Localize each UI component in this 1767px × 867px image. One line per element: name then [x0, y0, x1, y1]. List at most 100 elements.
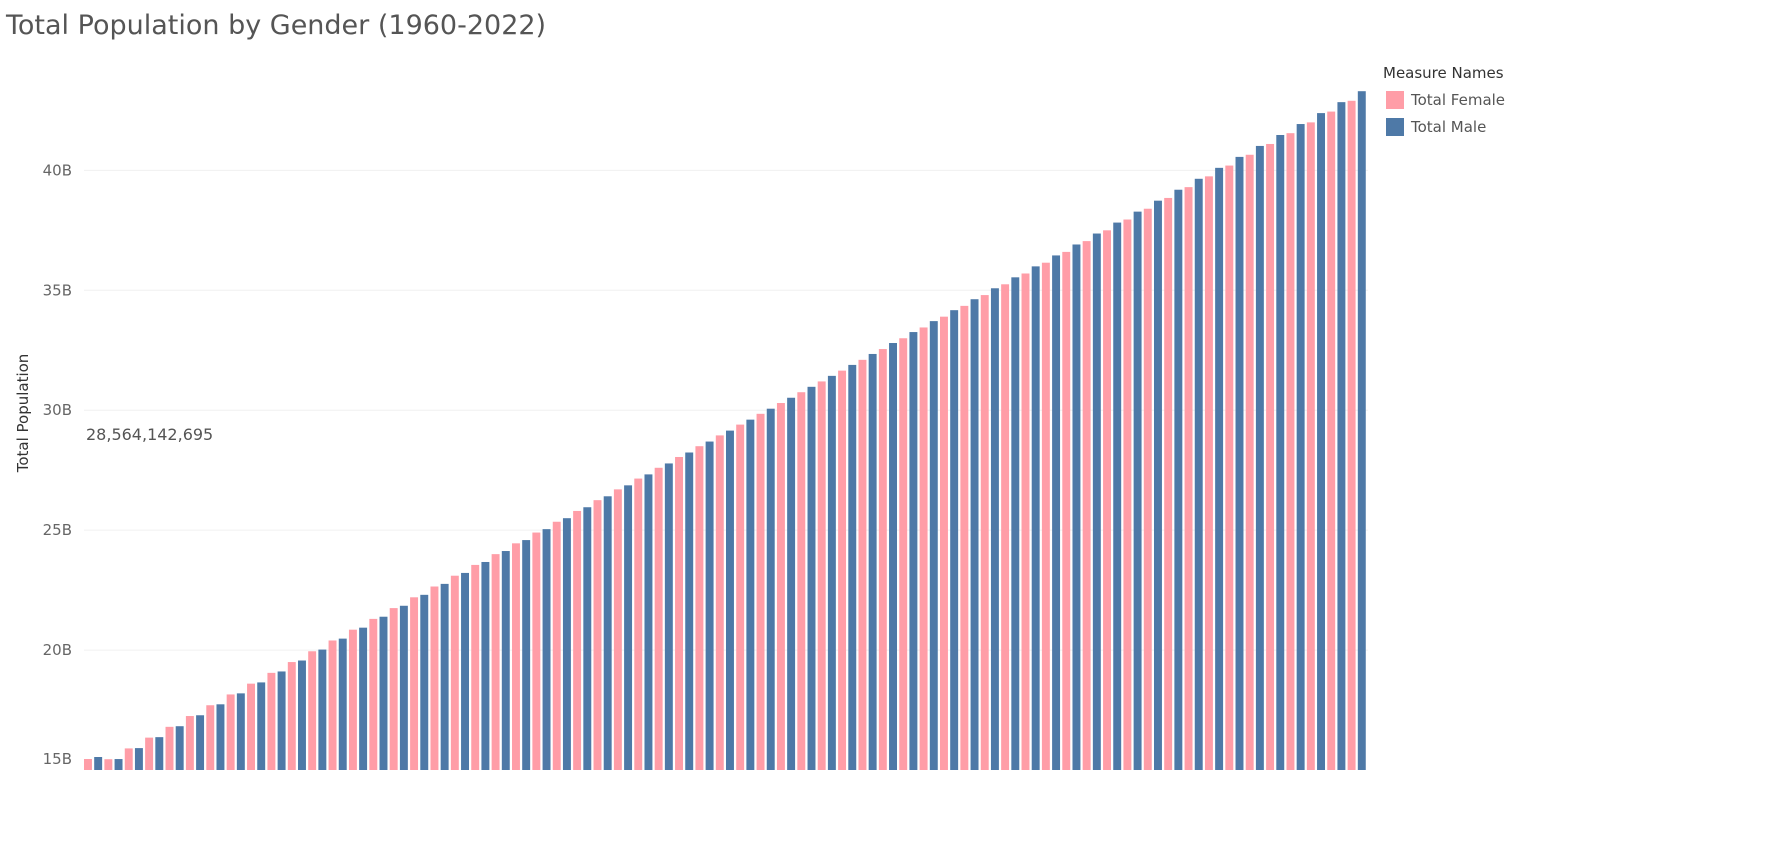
bar-female[interactable] [1143, 208, 1152, 771]
bar-male[interactable] [685, 452, 694, 771]
bar-female[interactable] [695, 446, 704, 770]
bar-female[interactable] [1164, 197, 1173, 770]
bar-male[interactable] [848, 364, 857, 770]
bar-female[interactable] [410, 597, 419, 770]
bar-female[interactable] [838, 370, 847, 770]
bar-female[interactable] [104, 759, 113, 770]
bar-female[interactable] [450, 575, 459, 770]
bar-female[interactable] [715, 435, 724, 770]
bar-female[interactable] [1266, 143, 1275, 771]
bar-male[interactable] [1113, 222, 1122, 770]
bar-female[interactable] [960, 305, 969, 770]
bar-female[interactable] [1082, 241, 1091, 771]
bar-male[interactable] [624, 485, 633, 770]
bar-female[interactable] [532, 532, 541, 770]
bar-male[interactable] [94, 757, 103, 770]
bar-male[interactable] [481, 561, 490, 770]
bar-female[interactable] [512, 543, 520, 770]
bar-female[interactable] [145, 737, 154, 770]
bar-male[interactable] [603, 496, 612, 770]
bar-male[interactable] [1194, 178, 1203, 771]
bar-female[interactable] [389, 608, 398, 770]
bar-female[interactable] [1021, 273, 1030, 770]
bar-female[interactable] [1286, 133, 1295, 771]
bar-female[interactable] [593, 500, 602, 770]
bar-female[interactable] [247, 683, 255, 770]
bar-female[interactable] [552, 521, 561, 770]
bar-female[interactable] [573, 510, 582, 770]
bar-female[interactable] [491, 554, 500, 770]
bar-female[interactable] [634, 478, 643, 770]
bar-female[interactable] [776, 403, 785, 770]
bar-male[interactable] [766, 408, 775, 770]
bar-female[interactable] [124, 748, 133, 770]
bar-male[interactable] [318, 649, 327, 770]
bar-female[interactable] [1347, 100, 1356, 771]
bar-female[interactable] [369, 618, 378, 770]
bar-female[interactable] [1306, 122, 1315, 770]
bar-male[interactable] [522, 540, 531, 770]
bar-female[interactable] [1204, 176, 1213, 771]
bar-male[interactable] [787, 397, 796, 770]
bar-male[interactable] [359, 627, 368, 770]
bar-male[interactable] [440, 583, 449, 770]
bar-female[interactable] [797, 392, 806, 770]
bar-female[interactable] [654, 467, 663, 770]
bar-male[interactable] [644, 474, 653, 770]
bar-male[interactable] [175, 726, 184, 770]
bar-male[interactable] [257, 682, 266, 770]
bar-female[interactable] [980, 295, 989, 770]
bar-female[interactable] [613, 489, 622, 770]
legend-item-male[interactable]: Total Male [1383, 113, 1505, 140]
bar-female[interactable] [226, 694, 235, 770]
bar-female[interactable] [675, 456, 683, 770]
bar-male[interactable] [664, 463, 673, 770]
bar-female[interactable] [328, 640, 337, 770]
bar-male[interactable] [542, 529, 551, 770]
bar-female[interactable] [84, 759, 92, 770]
bar-male[interactable] [868, 353, 877, 770]
bar-female[interactable] [287, 662, 296, 770]
bar-male[interactable] [1011, 277, 1020, 770]
bar-female[interactable] [471, 564, 480, 770]
bar-female[interactable] [206, 705, 215, 770]
bar-female[interactable] [1327, 111, 1336, 771]
bar-male[interactable] [705, 441, 714, 770]
bar-male[interactable] [1255, 145, 1264, 770]
bar-male[interactable] [1296, 124, 1305, 771]
bar-male[interactable] [1337, 102, 1346, 770]
bar-female[interactable] [858, 359, 867, 770]
bar-female[interactable] [267, 672, 276, 770]
bar-female[interactable] [165, 726, 174, 770]
bar-male[interactable] [746, 419, 755, 770]
bar-male[interactable] [1317, 113, 1325, 771]
bar-female[interactable] [430, 586, 439, 770]
bar-male[interactable] [1174, 189, 1183, 771]
bar-male[interactable] [1052, 255, 1061, 770]
bar-male[interactable] [807, 386, 816, 770]
bar-female[interactable] [817, 381, 826, 770]
bar-female[interactable] [1062, 251, 1071, 770]
bar-male[interactable] [216, 704, 225, 770]
bar-female[interactable] [919, 327, 928, 770]
bar-male[interactable] [889, 343, 897, 770]
bar-female[interactable] [736, 424, 745, 770]
bar-male[interactable] [1133, 211, 1142, 770]
bar-female[interactable] [1041, 262, 1050, 770]
bar-male[interactable] [1276, 134, 1285, 771]
bar-male[interactable] [1072, 244, 1081, 771]
bar-male[interactable] [1215, 167, 1224, 771]
bar-female[interactable] [308, 651, 317, 770]
bar-male[interactable] [909, 332, 918, 770]
bar-female[interactable] [878, 349, 887, 770]
bar-male[interactable] [970, 299, 979, 770]
bar-male[interactable] [726, 430, 734, 770]
legend-item-female[interactable]: Total Female [1383, 86, 1505, 113]
bar-male[interactable] [583, 507, 592, 770]
bar-male[interactable] [420, 594, 429, 770]
bar-male[interactable] [562, 518, 571, 770]
bar-female[interactable] [348, 629, 357, 770]
bar-male[interactable] [134, 748, 143, 770]
bar-female[interactable] [1184, 187, 1193, 770]
bar-female[interactable] [1001, 284, 1010, 770]
